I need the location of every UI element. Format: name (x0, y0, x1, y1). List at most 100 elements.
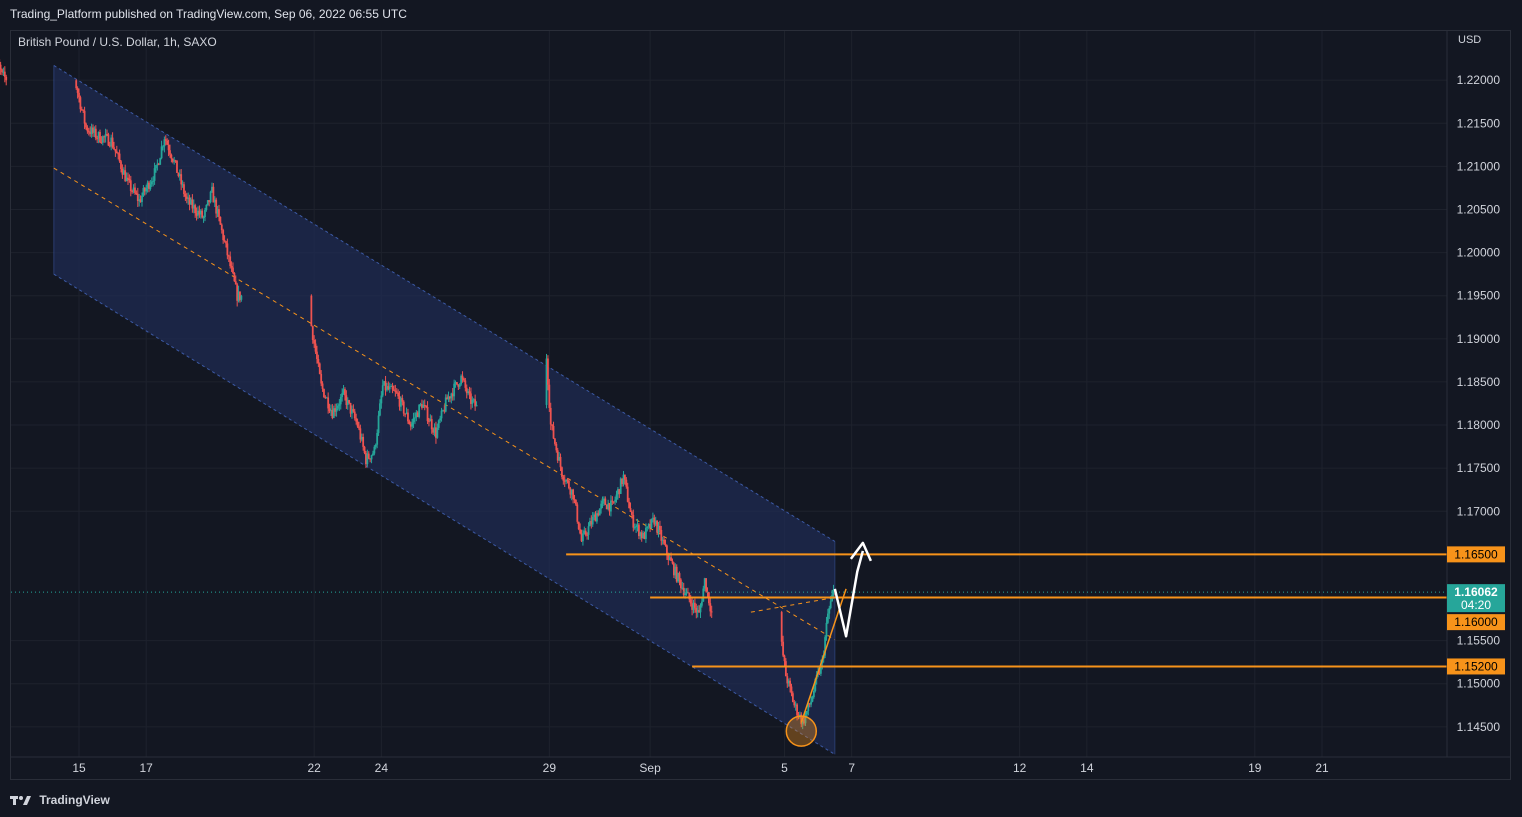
candle (593, 512, 596, 521)
candle-body (237, 291, 240, 301)
candle-body (344, 389, 346, 396)
candle (793, 699, 796, 708)
candle-body (155, 165, 157, 169)
candle-body (436, 427, 439, 438)
candle-body (687, 592, 689, 594)
candle-body (160, 146, 163, 159)
candle (79, 95, 82, 113)
candle (404, 413, 407, 418)
tradingview-branding[interactable]: TradingView (10, 792, 110, 808)
x-tick-label: 5 (781, 761, 788, 775)
candle (433, 423, 436, 437)
candle (388, 382, 391, 393)
candle (547, 355, 549, 391)
candle-body (629, 508, 632, 512)
candle (157, 162, 160, 166)
candle-body (358, 426, 360, 429)
candle (649, 519, 652, 533)
candle (629, 502, 632, 513)
chart-frame[interactable] (10, 30, 1511, 780)
candle (460, 374, 463, 386)
candle (780, 610, 783, 647)
candle (202, 215, 205, 223)
candle (440, 407, 443, 422)
candle (650, 518, 653, 529)
candle-body (460, 375, 463, 385)
candle (552, 421, 555, 440)
candle (607, 499, 610, 511)
candle (223, 235, 226, 243)
candle (652, 512, 654, 523)
candle-body (178, 174, 181, 177)
candle (113, 141, 115, 150)
candle-body (828, 608, 831, 614)
candle-body (666, 545, 668, 555)
candle-body (563, 480, 566, 482)
publish-text: Trading_Platform published on TradingVie… (10, 7, 407, 21)
candle-body (100, 142, 103, 144)
candle (331, 404, 334, 420)
candle-body (450, 393, 453, 399)
candle-body (351, 409, 353, 414)
candle-body (167, 144, 170, 151)
candle-body (674, 566, 677, 576)
candle-body (99, 132, 101, 143)
candle (316, 345, 318, 364)
candle (617, 487, 619, 500)
candle-body (225, 241, 227, 244)
candle-body (657, 525, 660, 533)
candle-body (575, 499, 577, 505)
y-tick-label: 1.17500 (1457, 461, 1501, 475)
candle (184, 190, 187, 201)
candle-body (698, 610, 701, 613)
candle-body (465, 387, 468, 394)
candle-body (383, 381, 386, 386)
candle-body (113, 147, 115, 150)
candle-body (129, 180, 132, 191)
candle (664, 539, 667, 547)
candle (640, 529, 643, 542)
candle (352, 404, 355, 413)
candle (191, 194, 194, 213)
candle (362, 433, 365, 451)
candle-body (559, 456, 562, 468)
candle (90, 123, 93, 138)
candle-body (470, 393, 472, 404)
candle (230, 261, 233, 272)
candle (407, 408, 409, 424)
candle-body (143, 187, 146, 192)
candle-body (377, 415, 380, 433)
candle (97, 131, 100, 144)
candle-body (209, 191, 212, 203)
candle-body (442, 410, 444, 412)
candle-body (787, 680, 790, 684)
candle-body (205, 204, 208, 210)
candle (351, 405, 353, 419)
candle (160, 140, 163, 160)
candle (80, 106, 83, 111)
candle-body (642, 533, 645, 539)
candle (474, 394, 477, 411)
candle-body (594, 514, 597, 522)
candle-body (86, 127, 89, 132)
channel-mid-line (53, 167, 836, 641)
candle (790, 683, 793, 697)
candle (120, 160, 122, 173)
candle (0, 61, 2, 75)
candle-body (471, 399, 474, 404)
candle-body (643, 533, 646, 539)
candle (643, 531, 646, 540)
candle-body (183, 184, 185, 195)
candle-body (463, 378, 465, 381)
candle-body (388, 386, 391, 390)
symbol-title[interactable]: British Pound / U.S. Dollar, 1h, SAXO (18, 35, 217, 49)
candle (703, 577, 706, 592)
candle (656, 520, 659, 536)
candle (128, 174, 131, 183)
candle-body (391, 385, 394, 390)
candle-body (321, 383, 324, 389)
candle (153, 162, 156, 185)
candle-body (646, 526, 649, 528)
candle-body (582, 533, 584, 542)
